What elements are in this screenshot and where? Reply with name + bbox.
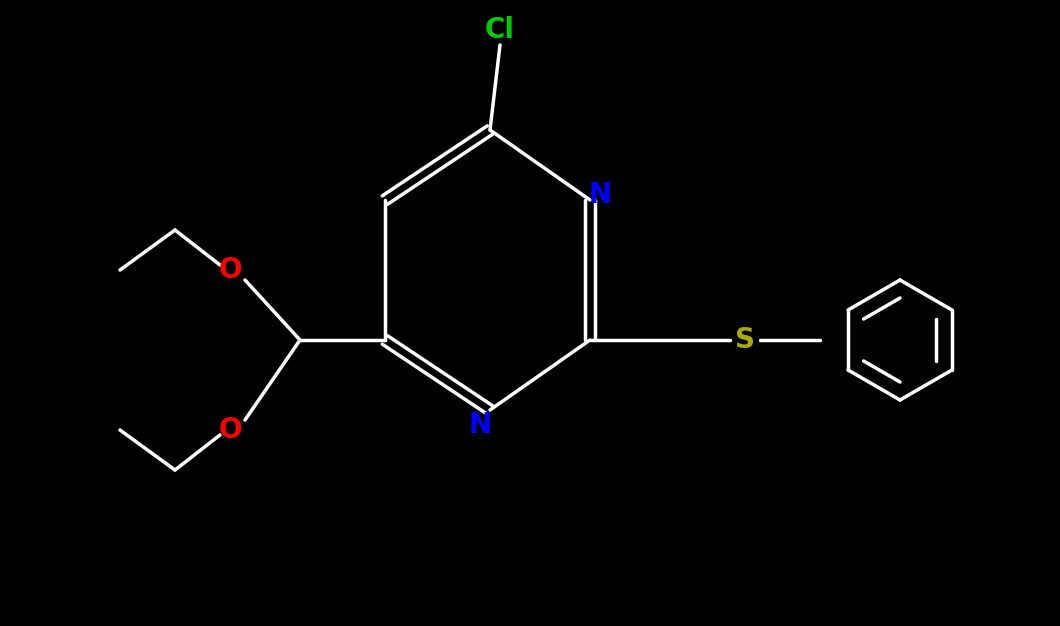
Text: N: N — [469, 411, 492, 439]
Text: O: O — [218, 256, 242, 284]
Text: O: O — [218, 416, 242, 444]
Text: S: S — [735, 326, 755, 354]
Text: Cl: Cl — [485, 16, 515, 44]
Text: N: N — [588, 181, 612, 209]
